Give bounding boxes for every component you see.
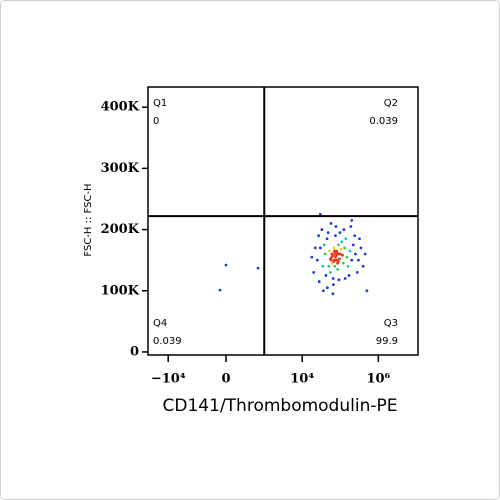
y-tick-label: 0 — [130, 344, 139, 359]
y-axis-label: FSC-H :: FSC-H — [83, 183, 94, 256]
dot — [357, 258, 360, 262]
quadrant-value: 99.9 — [376, 336, 398, 347]
dot — [335, 249, 338, 253]
quadrant-value: 0.039 — [369, 116, 398, 127]
dot — [348, 249, 352, 253]
quadrant-name: Q2 — [384, 98, 398, 109]
quadrant-name: Q4 — [153, 318, 167, 329]
dot — [343, 246, 346, 250]
dot — [353, 234, 357, 238]
dot — [328, 257, 332, 261]
dot — [312, 270, 316, 274]
x-axis-label: CD141/Thrombomodulin-PE — [163, 396, 398, 416]
dot — [361, 264, 365, 268]
dot — [337, 278, 341, 282]
dot — [344, 237, 348, 241]
dot — [326, 286, 329, 290]
dot — [317, 280, 321, 283]
y-tick-label: 300K — [101, 161, 140, 176]
dot — [327, 264, 331, 268]
dot — [350, 218, 354, 222]
dot — [318, 212, 322, 216]
dot — [218, 288, 222, 292]
dot — [355, 270, 359, 274]
dot — [342, 228, 346, 231]
dot — [331, 283, 335, 287]
dot — [326, 231, 330, 235]
dot — [323, 252, 327, 256]
dot — [336, 267, 339, 271]
quadrant-name: Q1 — [153, 98, 167, 109]
dot — [328, 270, 332, 274]
dot — [358, 237, 361, 241]
dot — [343, 277, 347, 280]
dot — [347, 274, 351, 277]
dot — [346, 264, 350, 268]
quadrant-value: 0.039 — [153, 336, 182, 347]
dot — [363, 252, 367, 256]
dot — [349, 225, 353, 228]
dot — [334, 234, 337, 238]
dot — [359, 246, 363, 250]
x-tick-label: −10⁴ — [151, 372, 186, 387]
x-tick-label: 0 — [221, 372, 230, 387]
dot — [334, 225, 338, 228]
dot — [351, 243, 355, 247]
dot — [331, 277, 335, 280]
dot — [318, 246, 322, 250]
dot — [339, 247, 343, 251]
x-tick-label: 10⁴ — [290, 372, 314, 387]
dot — [331, 292, 335, 296]
dot — [345, 255, 349, 259]
dot — [340, 240, 344, 244]
dot — [365, 289, 369, 293]
plot-area — [147, 86, 419, 356]
dot — [310, 255, 314, 259]
dot — [333, 264, 337, 268]
dot — [324, 274, 328, 277]
dot — [332, 246, 336, 250]
dot — [341, 261, 345, 265]
dot — [315, 258, 319, 262]
dot — [320, 228, 324, 231]
dot — [354, 252, 357, 256]
dot — [334, 255, 337, 259]
dot — [331, 253, 335, 257]
dot — [322, 243, 326, 247]
y-tick-label: 100K — [101, 283, 140, 298]
dot — [332, 259, 336, 263]
dot — [317, 234, 320, 238]
dot — [224, 263, 228, 267]
quadrant-name: Q3 — [384, 318, 398, 329]
dot — [329, 222, 333, 225]
y-tick-label: 400K — [101, 100, 140, 115]
dot — [341, 253, 344, 257]
y-tick-label: 200K — [101, 222, 140, 237]
x-tick-label: 10⁶ — [366, 372, 390, 387]
dot — [328, 249, 331, 253]
dot — [350, 258, 354, 262]
dot — [313, 246, 317, 250]
dot — [321, 264, 325, 268]
quadrant-value: 0 — [153, 116, 159, 127]
dot — [337, 243, 340, 247]
dot — [338, 231, 342, 235]
dot — [256, 266, 260, 270]
dot — [338, 257, 341, 261]
dot — [337, 252, 340, 256]
dot — [333, 251, 337, 255]
dot — [330, 261, 334, 265]
dot — [321, 289, 325, 293]
dot — [336, 261, 339, 265]
dot — [325, 237, 329, 241]
